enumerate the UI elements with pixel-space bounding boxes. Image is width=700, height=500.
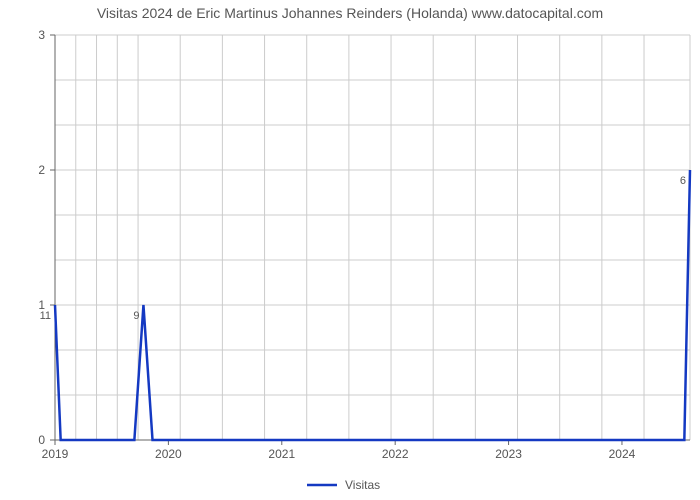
plot-area (55, 35, 690, 440)
x-tick-label: 2019 (42, 447, 69, 461)
point-label: 9 (133, 310, 139, 322)
point-label: 6 (680, 175, 686, 187)
x-tick-label: 2022 (382, 447, 409, 461)
chart-title: Visitas 2024 de Eric Martinus Johannes R… (97, 5, 603, 21)
x-tick-label: 2024 (609, 447, 636, 461)
x-tick-label: 2023 (495, 447, 522, 461)
point-label: 11 (40, 310, 51, 322)
x-tick-label: 2020 (155, 447, 182, 461)
y-tick-label: 2 (38, 163, 45, 177)
visits-chart: Visitas 2024 de Eric Martinus Johannes R… (0, 0, 700, 500)
y-tick-label: 0 (38, 433, 45, 447)
chart-svg: Visitas 2024 de Eric Martinus Johannes R… (0, 0, 700, 500)
y-tick-label: 3 (38, 28, 45, 42)
x-tick-label: 2021 (268, 447, 295, 461)
legend-label: Visitas (345, 478, 380, 492)
